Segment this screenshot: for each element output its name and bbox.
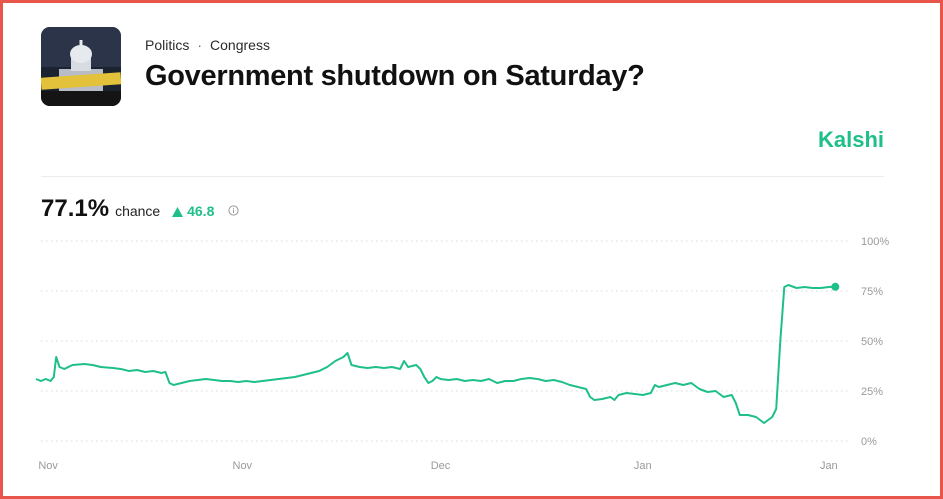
probability-delta: 46.8 bbox=[172, 203, 214, 219]
last-point-marker bbox=[831, 282, 840, 291]
y-tick-label: 0% bbox=[861, 436, 877, 448]
y-tick-label: 50% bbox=[861, 336, 883, 348]
breadcrumb-category[interactable]: Politics bbox=[145, 37, 190, 53]
market-thumbnail[interactable] bbox=[41, 27, 121, 106]
series-line bbox=[35, 284, 836, 424]
page-title: Government shutdown on Saturday? bbox=[145, 60, 645, 92]
breadcrumb-separator: · bbox=[197, 37, 203, 53]
triangle-up-icon bbox=[172, 207, 184, 217]
y-tick-label: 100% bbox=[861, 236, 889, 248]
x-tick-label: Nov bbox=[233, 460, 253, 472]
probability-label: chance bbox=[115, 203, 161, 219]
x-tick-label: Dec bbox=[431, 460, 451, 472]
y-tick-label: 25% bbox=[861, 386, 883, 398]
breadcrumb: Politics · Congress bbox=[145, 37, 270, 53]
kalshi-logo[interactable]: Kalshi bbox=[817, 127, 884, 152]
price-chart[interactable]: 100% 75% 50% 25% 0% Nov Nov Dec Jan Jan bbox=[0, 225, 943, 475]
x-tick-label: Jan bbox=[634, 460, 652, 472]
info-icon[interactable] bbox=[228, 203, 239, 221]
x-tick-label: Nov bbox=[38, 460, 58, 472]
capitol-image bbox=[41, 27, 121, 106]
y-tick-label: 75% bbox=[861, 286, 883, 298]
delta-value: 46.8 bbox=[187, 203, 215, 219]
divider bbox=[41, 176, 884, 177]
probability-stat: 77.1% chance 46.8 bbox=[41, 195, 239, 223]
x-tick-label: Jan bbox=[820, 460, 838, 472]
probability-value: 77.1% bbox=[41, 195, 110, 222]
breadcrumb-subcategory[interactable]: Congress bbox=[210, 37, 270, 53]
